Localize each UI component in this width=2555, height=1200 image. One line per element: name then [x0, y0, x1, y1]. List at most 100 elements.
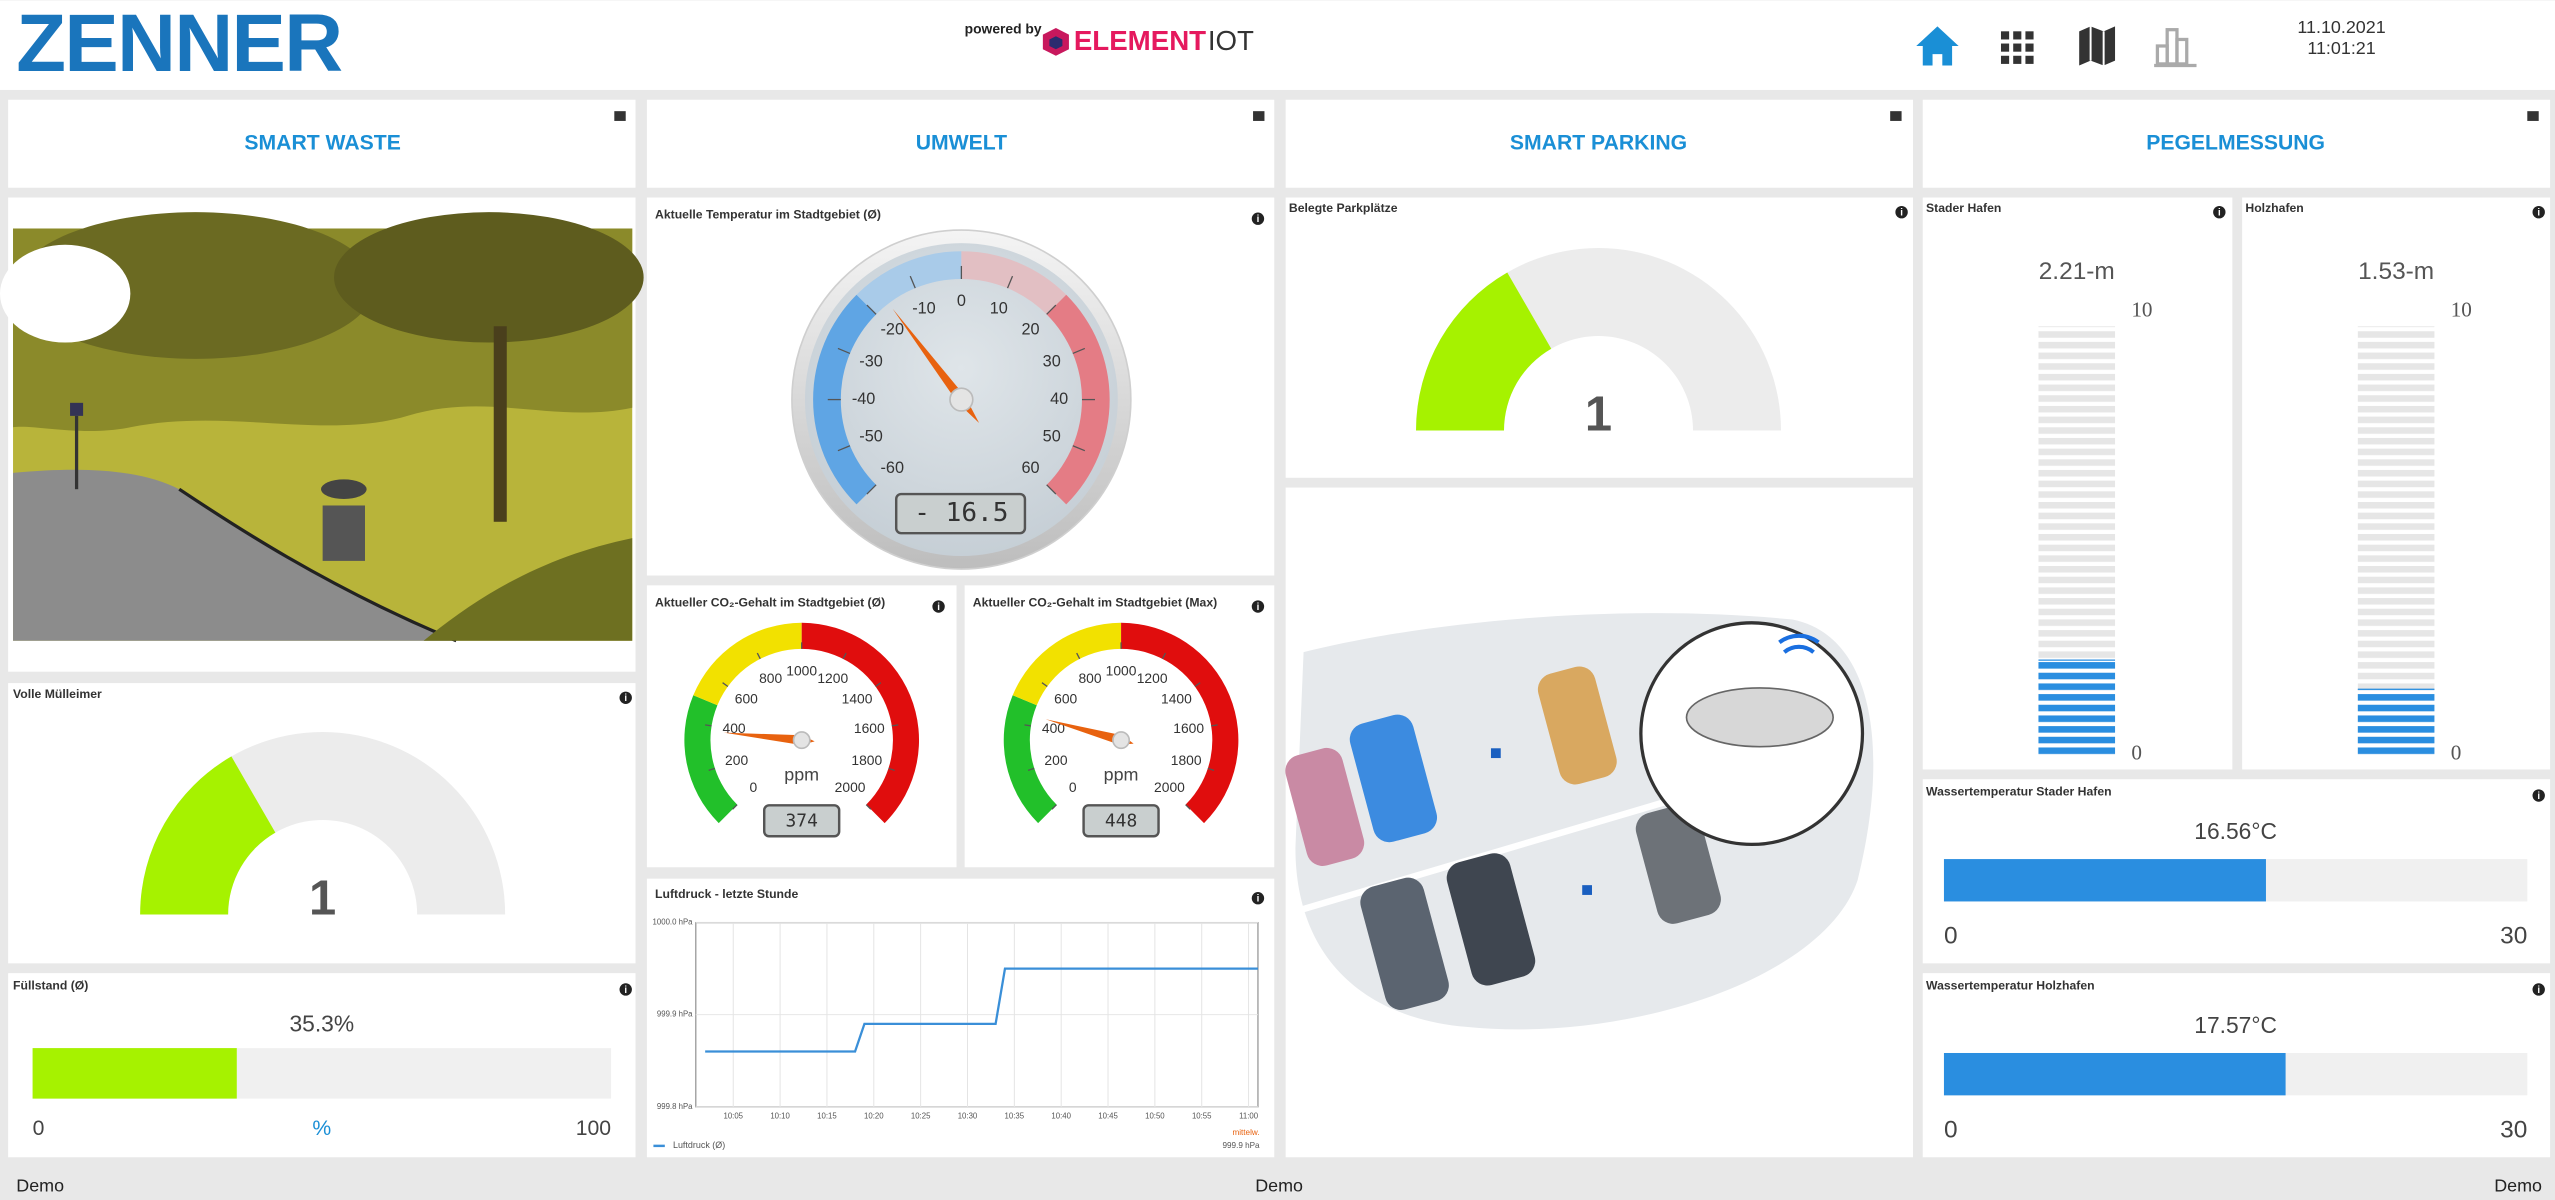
dial-tick-label: 400 [723, 720, 746, 736]
dial-tick-label: 200 [725, 752, 748, 768]
tab-title[interactable]: PEGELMESSUNG [2146, 131, 2325, 154]
footer-left: Demo [16, 1175, 64, 1195]
dial-band [1012, 622, 1122, 706]
dial-display-value: - 16.5 [914, 498, 1008, 528]
info-glyph: i [2218, 208, 2221, 219]
dial-tick [891, 724, 899, 727]
widget-title: Stader Hafen [1926, 201, 2001, 215]
dial-tick-label: 1000 [786, 662, 817, 678]
widget-title: Luftdruck - letzte Stunde [655, 887, 798, 901]
dial-band [801, 622, 920, 824]
annotation-label: mittelw. [1232, 1128, 1259, 1137]
brand-iot: IOT [1208, 25, 1254, 56]
tab-panel[interactable] [8, 99, 636, 188]
info-glyph: i [2537, 208, 2540, 219]
tank-tick-label: 0 [2131, 741, 2142, 765]
dial-tick [708, 767, 716, 771]
logo: ZENNER [16, 0, 342, 89]
dial-tick-label: 0 [749, 779, 757, 795]
x-tick-label: 10:50 [1145, 1112, 1165, 1121]
x-tick-label: 10:30 [958, 1112, 978, 1121]
bar [1943, 859, 2266, 902]
header-bar [0, 0, 2555, 90]
dial-tick [1027, 767, 1035, 771]
tank-fill [2038, 660, 2116, 755]
gauge-value: 1 [1585, 387, 1612, 441]
legend-label: Luftdruck (Ø) [673, 1140, 725, 1150]
widget-title: Füllstand (Ø) [13, 978, 88, 992]
dial-tick-label: 200 [1044, 752, 1067, 768]
footer-right: Demo [2494, 1175, 2542, 1195]
tab-panel[interactable] [1285, 99, 1913, 188]
dial-display [1082, 804, 1160, 838]
tab-icon[interactable] [1890, 111, 1902, 121]
dial-band [693, 622, 802, 706]
dial-tick-label: 1400 [1161, 691, 1192, 707]
widget-title: Holzhafen [2245, 201, 2303, 215]
dial-needle [723, 732, 815, 745]
dial-tick [875, 682, 882, 688]
dial-tick [1024, 724, 1032, 727]
info-glyph: i [2537, 985, 2540, 996]
dial-tick-label: -30 [859, 352, 883, 370]
x-tick-label: 10:45 [1098, 1112, 1118, 1121]
dial-tick [1051, 804, 1058, 810]
tab-row: SMART WASTE UMWELT SMART PARKING PEGELME… [8, 99, 2551, 188]
bar-tick-label: 100 [576, 1117, 611, 1140]
dial-tick [842, 652, 847, 660]
dial-tick [909, 275, 916, 289]
dial-needle [1045, 719, 1134, 745]
dial-tick [1046, 484, 1057, 495]
dial-tick [865, 804, 872, 810]
dial-tick [732, 804, 738, 810]
dial-tick-label: 1000 [1106, 662, 1137, 678]
dial-tick [837, 347, 851, 355]
dial-tick-label: 800 [759, 670, 782, 686]
tab-panel[interactable] [646, 99, 1275, 188]
tab-title[interactable]: SMART WASTE [244, 131, 400, 154]
tab-icon[interactable] [1253, 111, 1265, 121]
x-tick-label: 10:40 [1051, 1112, 1071, 1121]
x-tick-label: 10:20 [864, 1112, 884, 1121]
dial-tick-label: 1400 [842, 691, 873, 707]
info-glyph: i [1257, 602, 1260, 613]
dial-display-value: 448 [1105, 811, 1137, 832]
dial-tick-label: 400 [1042, 720, 1065, 736]
nav-apps[interactable] [2000, 31, 2034, 64]
dial-tick-label: 20 [1021, 321, 1039, 339]
dial-tick-label: -20 [880, 321, 904, 339]
bar-tick-label: 0 [1944, 923, 1958, 950]
dial-hub [1112, 731, 1131, 750]
info-glyph: i [937, 602, 940, 613]
tab-panel[interactable] [1922, 99, 2551, 188]
x-tick-label: 10:35 [1005, 1112, 1025, 1121]
date: 11.10.2021 [2297, 17, 2385, 37]
nav-home[interactable] [1916, 26, 1959, 66]
tank-value-label: 1.53-m [2358, 258, 2434, 285]
tab-title[interactable]: SMART PARKING [1510, 131, 1687, 154]
dial-tick-label: 60 [1021, 459, 1039, 477]
dial-tick [1072, 347, 1086, 355]
dial-tick-label: 0 [957, 292, 966, 310]
tab-icon[interactable] [2527, 111, 2539, 121]
nav-charts[interactable] [2154, 28, 2197, 68]
park-illustration [0, 212, 644, 643]
powered-by: powered by [965, 20, 1042, 36]
widget-title: Aktuelle Temperatur im Stadtgebiet (Ø) [655, 208, 881, 222]
dial-tick [756, 652, 761, 660]
tab-icon[interactable] [614, 111, 626, 121]
bar-tick-label: 0 [1944, 1117, 1958, 1144]
panel [1285, 197, 1913, 478]
y-tick-label: 1000.0 hPa [653, 918, 694, 927]
nav-map[interactable] [2079, 26, 2116, 66]
parking-illustration [1285, 613, 1874, 1030]
annotation-value: 999.9 hPa [1223, 1141, 1261, 1150]
tab-title[interactable]: UMWELT [916, 131, 1007, 154]
dial-display [894, 492, 1027, 535]
dial-band [1003, 695, 1057, 824]
widget-title: Wassertemperatur Holzhafen [1926, 978, 2095, 992]
dial-tick-label: -60 [880, 459, 904, 477]
dial-tick-label: -50 [859, 427, 883, 445]
time: 11:01:21 [2307, 38, 2375, 58]
info-icons[interactable] [619, 205, 2545, 996]
